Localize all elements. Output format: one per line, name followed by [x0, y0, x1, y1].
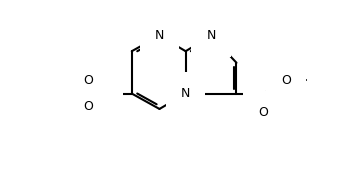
- Text: O: O: [83, 100, 93, 113]
- Text: N: N: [206, 29, 216, 42]
- Text: N: N: [155, 29, 164, 42]
- Text: N: N: [99, 87, 108, 100]
- Text: O: O: [83, 74, 93, 87]
- Text: O: O: [258, 106, 268, 119]
- Text: N: N: [181, 87, 190, 100]
- Text: O: O: [281, 74, 291, 87]
